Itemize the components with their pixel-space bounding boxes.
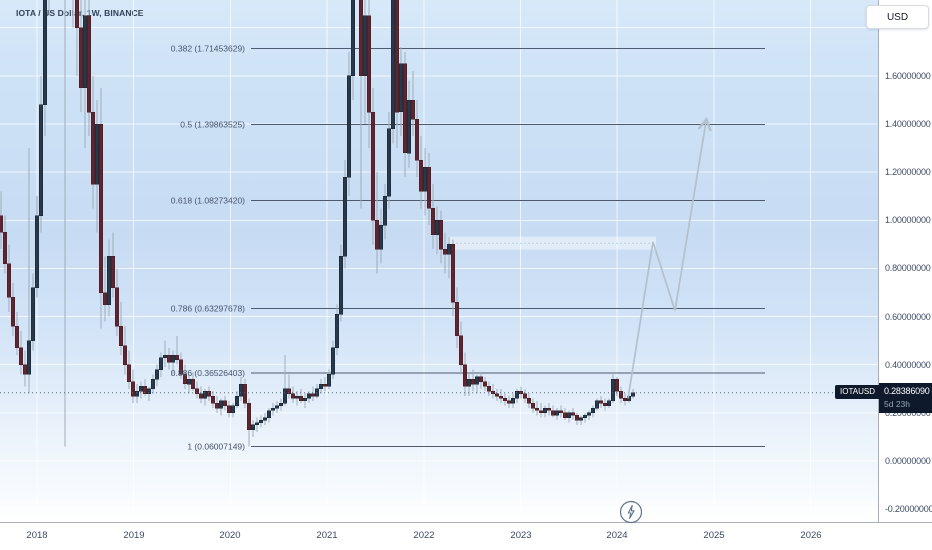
- candlestick-chart-canvas[interactable]: 0.382 (1.71453629) 0.5 (1.39863525) 0.618 …: [0, 0, 878, 522]
- svg-text:1 (0.06007149): 1 (0.06007149): [187, 442, 245, 452]
- svg-text:0.5 (1.39863525): 0.5 (1.39863525): [180, 119, 245, 129]
- price-tick-label: 0.20000000: [885, 408, 931, 418]
- time-axis[interactable]: 2018 2019 2020 2021 2022 2023 2024 2025 2026: [0, 522, 932, 550]
- year-tick-label: 2021: [316, 530, 338, 541]
- lightning-icon: [619, 500, 643, 524]
- price-tick-label: 1.20000000: [885, 167, 931, 177]
- price-tick-label: 0.80000000: [885, 263, 931, 273]
- price-axis[interactable]: 1.60000000 1.40000000 1.20000000 1.00000000…: [878, 0, 932, 550]
- year-tick-label: 2022: [413, 530, 435, 541]
- svg-text:0.786 (0.63297678): 0.786 (0.63297678): [171, 304, 245, 314]
- price-tick-label: 0.00000000: [885, 456, 931, 466]
- price-tick-label: 1.40000000: [885, 119, 931, 129]
- price-tick-label: 0.40000000: [885, 360, 931, 370]
- candles: [0, 0, 635, 447]
- currency-toggle-button[interactable]: USD: [866, 5, 929, 29]
- fib-retracement-lines[interactable]: [251, 47, 765, 447]
- chart-pane[interactable]: IOTA / US Dollar, 1W, BINANCE 0.382 (1.7…: [0, 0, 878, 522]
- fib-labels: 0.382 (1.71453629) 0.5 (1.39863525) 0.618 …: [171, 43, 245, 451]
- supply-zone[interactable]: [448, 236, 656, 250]
- projection-arrow[interactable]: [627, 116, 712, 399]
- bar-countdown: 5d 23h: [884, 399, 910, 409]
- currency-label: USD: [886, 11, 909, 23]
- year-tick-label: 2026: [800, 530, 822, 541]
- svg-text:0.886 (0.36526403): 0.886 (0.36526403): [171, 368, 245, 378]
- last-price-value: 0.28386090: [884, 386, 930, 396]
- price-tick-label: 1.00000000: [885, 215, 931, 225]
- price-tick-label: 0.60000000: [885, 312, 931, 322]
- year-tick-label: 2023: [510, 530, 532, 541]
- price-tick-label: -0.20000000: [885, 504, 932, 514]
- svg-text:0.618 (1.08273420): 0.618 (1.08273420): [171, 195, 245, 205]
- quick-trade-button[interactable]: [619, 500, 643, 524]
- year-tick-label: 2025: [703, 530, 725, 541]
- svg-text:0.382 (1.71453629): 0.382 (1.71453629): [171, 43, 245, 53]
- symbol-price-tag: IOTAUSD: [835, 385, 880, 399]
- year-tick-label: 2024: [606, 530, 628, 541]
- year-tick-label: 2020: [219, 530, 241, 541]
- year-tick-label: 2019: [123, 530, 145, 541]
- grid: [0, 0, 878, 522]
- last-price-tag: 0.28386090 5d 23h: [879, 383, 932, 413]
- price-tick-label: 1.60000000: [885, 71, 931, 81]
- year-tick-label: 2018: [26, 530, 48, 541]
- symbol-legend: IOTA / US Dollar, 1W, BINANCE: [16, 8, 144, 18]
